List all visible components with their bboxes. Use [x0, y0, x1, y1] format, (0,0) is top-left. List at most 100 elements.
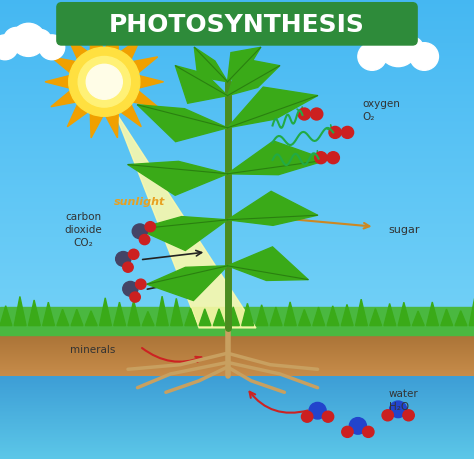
Circle shape — [69, 48, 140, 117]
Circle shape — [382, 410, 393, 421]
Circle shape — [132, 224, 147, 239]
Circle shape — [0, 36, 18, 61]
Circle shape — [78, 57, 130, 108]
Circle shape — [123, 282, 138, 297]
Circle shape — [298, 109, 310, 121]
Text: oxygen
O₂: oxygen O₂ — [363, 99, 401, 122]
Circle shape — [327, 152, 339, 164]
Circle shape — [363, 426, 374, 437]
Polygon shape — [356, 300, 367, 326]
Polygon shape — [114, 110, 256, 328]
Polygon shape — [133, 92, 158, 107]
Polygon shape — [412, 311, 424, 326]
Circle shape — [342, 426, 353, 437]
Circle shape — [139, 235, 150, 245]
Polygon shape — [85, 311, 97, 326]
Circle shape — [303, 24, 323, 45]
Text: minerals: minerals — [70, 344, 115, 354]
Polygon shape — [128, 301, 140, 326]
Circle shape — [333, 20, 350, 37]
Polygon shape — [270, 308, 282, 326]
Circle shape — [379, 31, 417, 67]
FancyBboxPatch shape — [57, 4, 417, 46]
Polygon shape — [313, 308, 325, 326]
Text: water
H₂O: water H₂O — [389, 388, 419, 411]
Circle shape — [301, 411, 313, 422]
Polygon shape — [121, 38, 141, 60]
Circle shape — [390, 401, 407, 418]
Polygon shape — [28, 300, 40, 326]
Polygon shape — [137, 217, 228, 251]
Polygon shape — [370, 309, 382, 326]
Polygon shape — [228, 307, 239, 326]
Circle shape — [329, 127, 341, 139]
Polygon shape — [156, 297, 168, 326]
Circle shape — [341, 127, 354, 139]
Polygon shape — [228, 48, 261, 83]
Circle shape — [116, 252, 131, 267]
Circle shape — [86, 65, 122, 100]
Circle shape — [309, 403, 326, 419]
Polygon shape — [455, 311, 467, 326]
Circle shape — [39, 36, 64, 61]
Polygon shape — [114, 302, 126, 326]
Polygon shape — [228, 59, 280, 96]
Polygon shape — [133, 58, 158, 73]
Polygon shape — [299, 310, 310, 326]
Circle shape — [11, 24, 46, 57]
Polygon shape — [228, 247, 308, 281]
Polygon shape — [137, 106, 228, 142]
Polygon shape — [128, 162, 228, 196]
Circle shape — [371, 35, 399, 63]
Circle shape — [145, 222, 155, 232]
Circle shape — [315, 152, 327, 164]
Polygon shape — [185, 309, 197, 326]
Text: carbon
dioxide
CO₂: carbon dioxide CO₂ — [64, 211, 102, 248]
Bar — [0, 308, 474, 335]
Polygon shape — [341, 305, 353, 326]
Polygon shape — [228, 88, 318, 129]
Polygon shape — [284, 302, 296, 326]
Polygon shape — [14, 297, 26, 326]
Polygon shape — [427, 302, 438, 326]
Polygon shape — [142, 312, 154, 326]
Polygon shape — [121, 105, 141, 128]
Polygon shape — [51, 58, 75, 73]
Circle shape — [128, 250, 139, 260]
Polygon shape — [327, 306, 339, 326]
Polygon shape — [57, 310, 69, 326]
Polygon shape — [90, 114, 103, 139]
Polygon shape — [228, 142, 327, 175]
Polygon shape — [441, 309, 453, 326]
Circle shape — [123, 263, 133, 273]
Circle shape — [136, 280, 146, 290]
Polygon shape — [228, 192, 318, 226]
Text: sugar: sugar — [389, 224, 420, 235]
Circle shape — [403, 410, 414, 421]
Circle shape — [4, 28, 29, 53]
Polygon shape — [67, 105, 87, 128]
Polygon shape — [398, 302, 410, 326]
Circle shape — [340, 24, 361, 45]
Polygon shape — [67, 38, 87, 60]
Circle shape — [322, 411, 334, 422]
Polygon shape — [43, 302, 55, 326]
Polygon shape — [90, 27, 103, 51]
Circle shape — [318, 15, 346, 42]
Circle shape — [312, 18, 332, 39]
Polygon shape — [139, 77, 164, 89]
Polygon shape — [199, 309, 211, 326]
Polygon shape — [106, 27, 118, 51]
Circle shape — [349, 418, 366, 434]
Circle shape — [30, 30, 51, 51]
Polygon shape — [256, 305, 268, 326]
Text: sunlight: sunlight — [114, 197, 165, 207]
Polygon shape — [106, 114, 118, 139]
Polygon shape — [71, 310, 83, 326]
Polygon shape — [171, 299, 182, 326]
Polygon shape — [213, 309, 225, 326]
Polygon shape — [147, 266, 228, 301]
Polygon shape — [45, 77, 69, 89]
Polygon shape — [384, 304, 396, 326]
Circle shape — [130, 292, 140, 302]
